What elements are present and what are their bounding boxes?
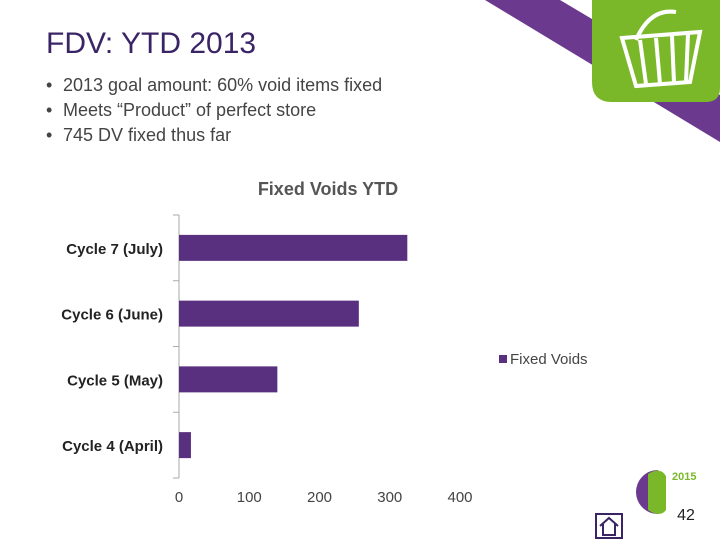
page-number: 42	[677, 507, 695, 524]
bullet-dot: •	[46, 125, 52, 145]
basket-icon	[619, 9, 703, 89]
bullet-dot: •	[46, 100, 52, 120]
bullet: 2013 goal amount: 60% void items fixed	[63, 75, 382, 95]
bullet: 745 DV fixed thus far	[63, 125, 231, 145]
chart: 0 100 200 300 400 Cycle 7 (July) Cycle 6 (June…	[61, 214, 588, 506]
y-tick-label: Cycle 6 (June)	[61, 307, 163, 324]
bullet-dot: •	[46, 75, 52, 95]
x-tick-label: 200	[307, 489, 332, 506]
chart-title: Fixed Voids YTD	[258, 179, 398, 199]
bar	[179, 366, 278, 393]
slide-title: FDV: YTD 2013	[46, 27, 256, 60]
home-icon[interactable]	[595, 513, 623, 539]
bar	[179, 300, 359, 327]
x-tick-label: 300	[377, 489, 402, 506]
bar	[179, 234, 408, 261]
y-tick-label: Cycle 5 (May)	[67, 372, 163, 389]
x-tick-label: 400	[447, 489, 472, 506]
bullets: • 2013 goal amount: 60% void items fixed…	[46, 75, 382, 145]
bullet: Meets “Product” of perfect store	[63, 100, 316, 120]
legend-swatch	[499, 355, 507, 363]
x-tick-label: 100	[237, 489, 262, 506]
x-tick-label: 0	[175, 489, 183, 506]
y-tick-label: Cycle 7 (July)	[66, 241, 163, 258]
bar	[179, 432, 191, 459]
logo-year: 2015	[672, 471, 696, 483]
legend-label: Fixed Voids	[510, 351, 588, 368]
logo-green	[648, 470, 666, 514]
y-tick-label: Cycle 4 (April)	[62, 438, 163, 455]
